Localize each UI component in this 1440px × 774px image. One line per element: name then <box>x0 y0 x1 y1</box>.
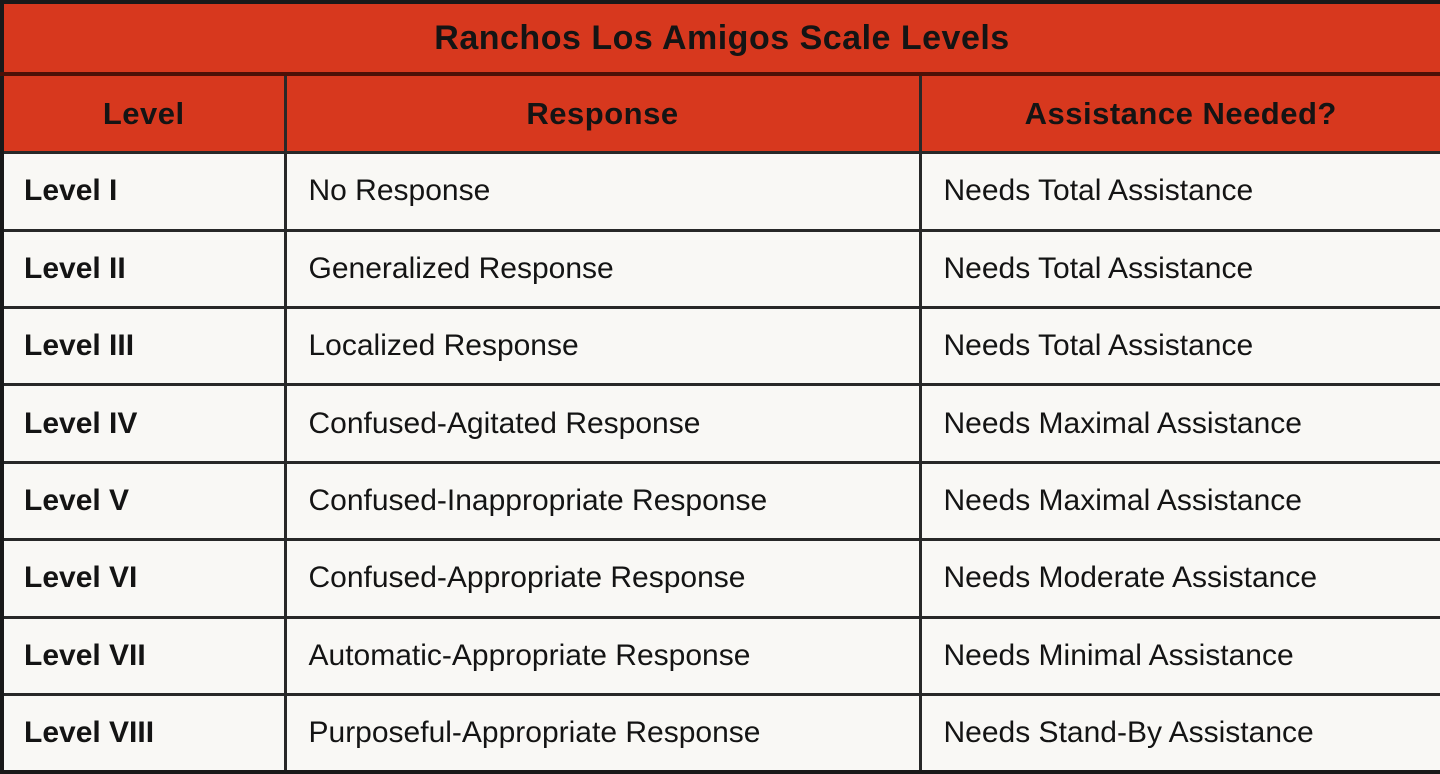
table-title-row: Ranchos Los Amigos Scale Levels <box>0 0 1440 77</box>
level-cell: Level V <box>0 460 287 542</box>
level-cell: Level VI <box>0 538 287 619</box>
column-header-response: Response <box>283 72 922 155</box>
level-cell: Level II <box>0 228 287 310</box>
table-row: Level III Localized Response Needs Total… <box>0 306 1440 387</box>
assistance-cell: Needs Total Assistance <box>918 228 1440 310</box>
table-header-row: Level Response Assistance Needed? <box>0 72 1440 155</box>
response-cell: Confused-Agitated Response <box>283 383 922 464</box>
table-row: Level VIII Purposeful-Appropriate Respon… <box>0 693 1440 774</box>
response-cell: Confused-Inappropriate Response <box>283 460 922 542</box>
response-cell: Purposeful-Appropriate Response <box>283 693 922 774</box>
table-row: Level VII Automatic-Appropriate Response… <box>0 615 1440 697</box>
table-row: Level VI Confused-Appropriate Response N… <box>0 538 1440 619</box>
level-cell: Level III <box>0 306 287 387</box>
table-row: Level II Generalized Response Needs Tota… <box>0 228 1440 310</box>
level-cell: Level I <box>0 151 287 232</box>
response-cell: Localized Response <box>283 306 922 387</box>
assistance-cell: Needs Total Assistance <box>918 306 1440 387</box>
response-cell: No Response <box>283 151 922 232</box>
assistance-cell: Needs Stand-By Assistance <box>918 693 1440 774</box>
assistance-cell: Needs Maximal Assistance <box>918 383 1440 464</box>
table-row: Level V Confused-Inappropriate Response … <box>0 460 1440 542</box>
assistance-cell: Needs Moderate Assistance <box>918 538 1440 619</box>
response-cell: Automatic-Appropriate Response <box>283 615 922 697</box>
response-cell: Confused-Appropriate Response <box>283 538 922 619</box>
column-header-level: Level <box>0 72 287 155</box>
response-cell: Generalized Response <box>283 228 922 310</box>
assistance-cell: Needs Total Assistance <box>918 151 1440 232</box>
level-cell: Level VII <box>0 615 287 697</box>
level-cell: Level IV <box>0 383 287 464</box>
column-header-assistance: Assistance Needed? <box>918 72 1440 155</box>
table-row: Level I No Response Needs Total Assistan… <box>0 151 1440 232</box>
assistance-cell: Needs Maximal Assistance <box>918 460 1440 542</box>
level-cell: Level VIII <box>0 693 287 774</box>
table-row: Level IV Confused-Agitated Response Need… <box>0 383 1440 464</box>
table-title: Ranchos Los Amigos Scale Levels <box>0 0 1440 77</box>
assistance-cell: Needs Minimal Assistance <box>918 615 1440 697</box>
